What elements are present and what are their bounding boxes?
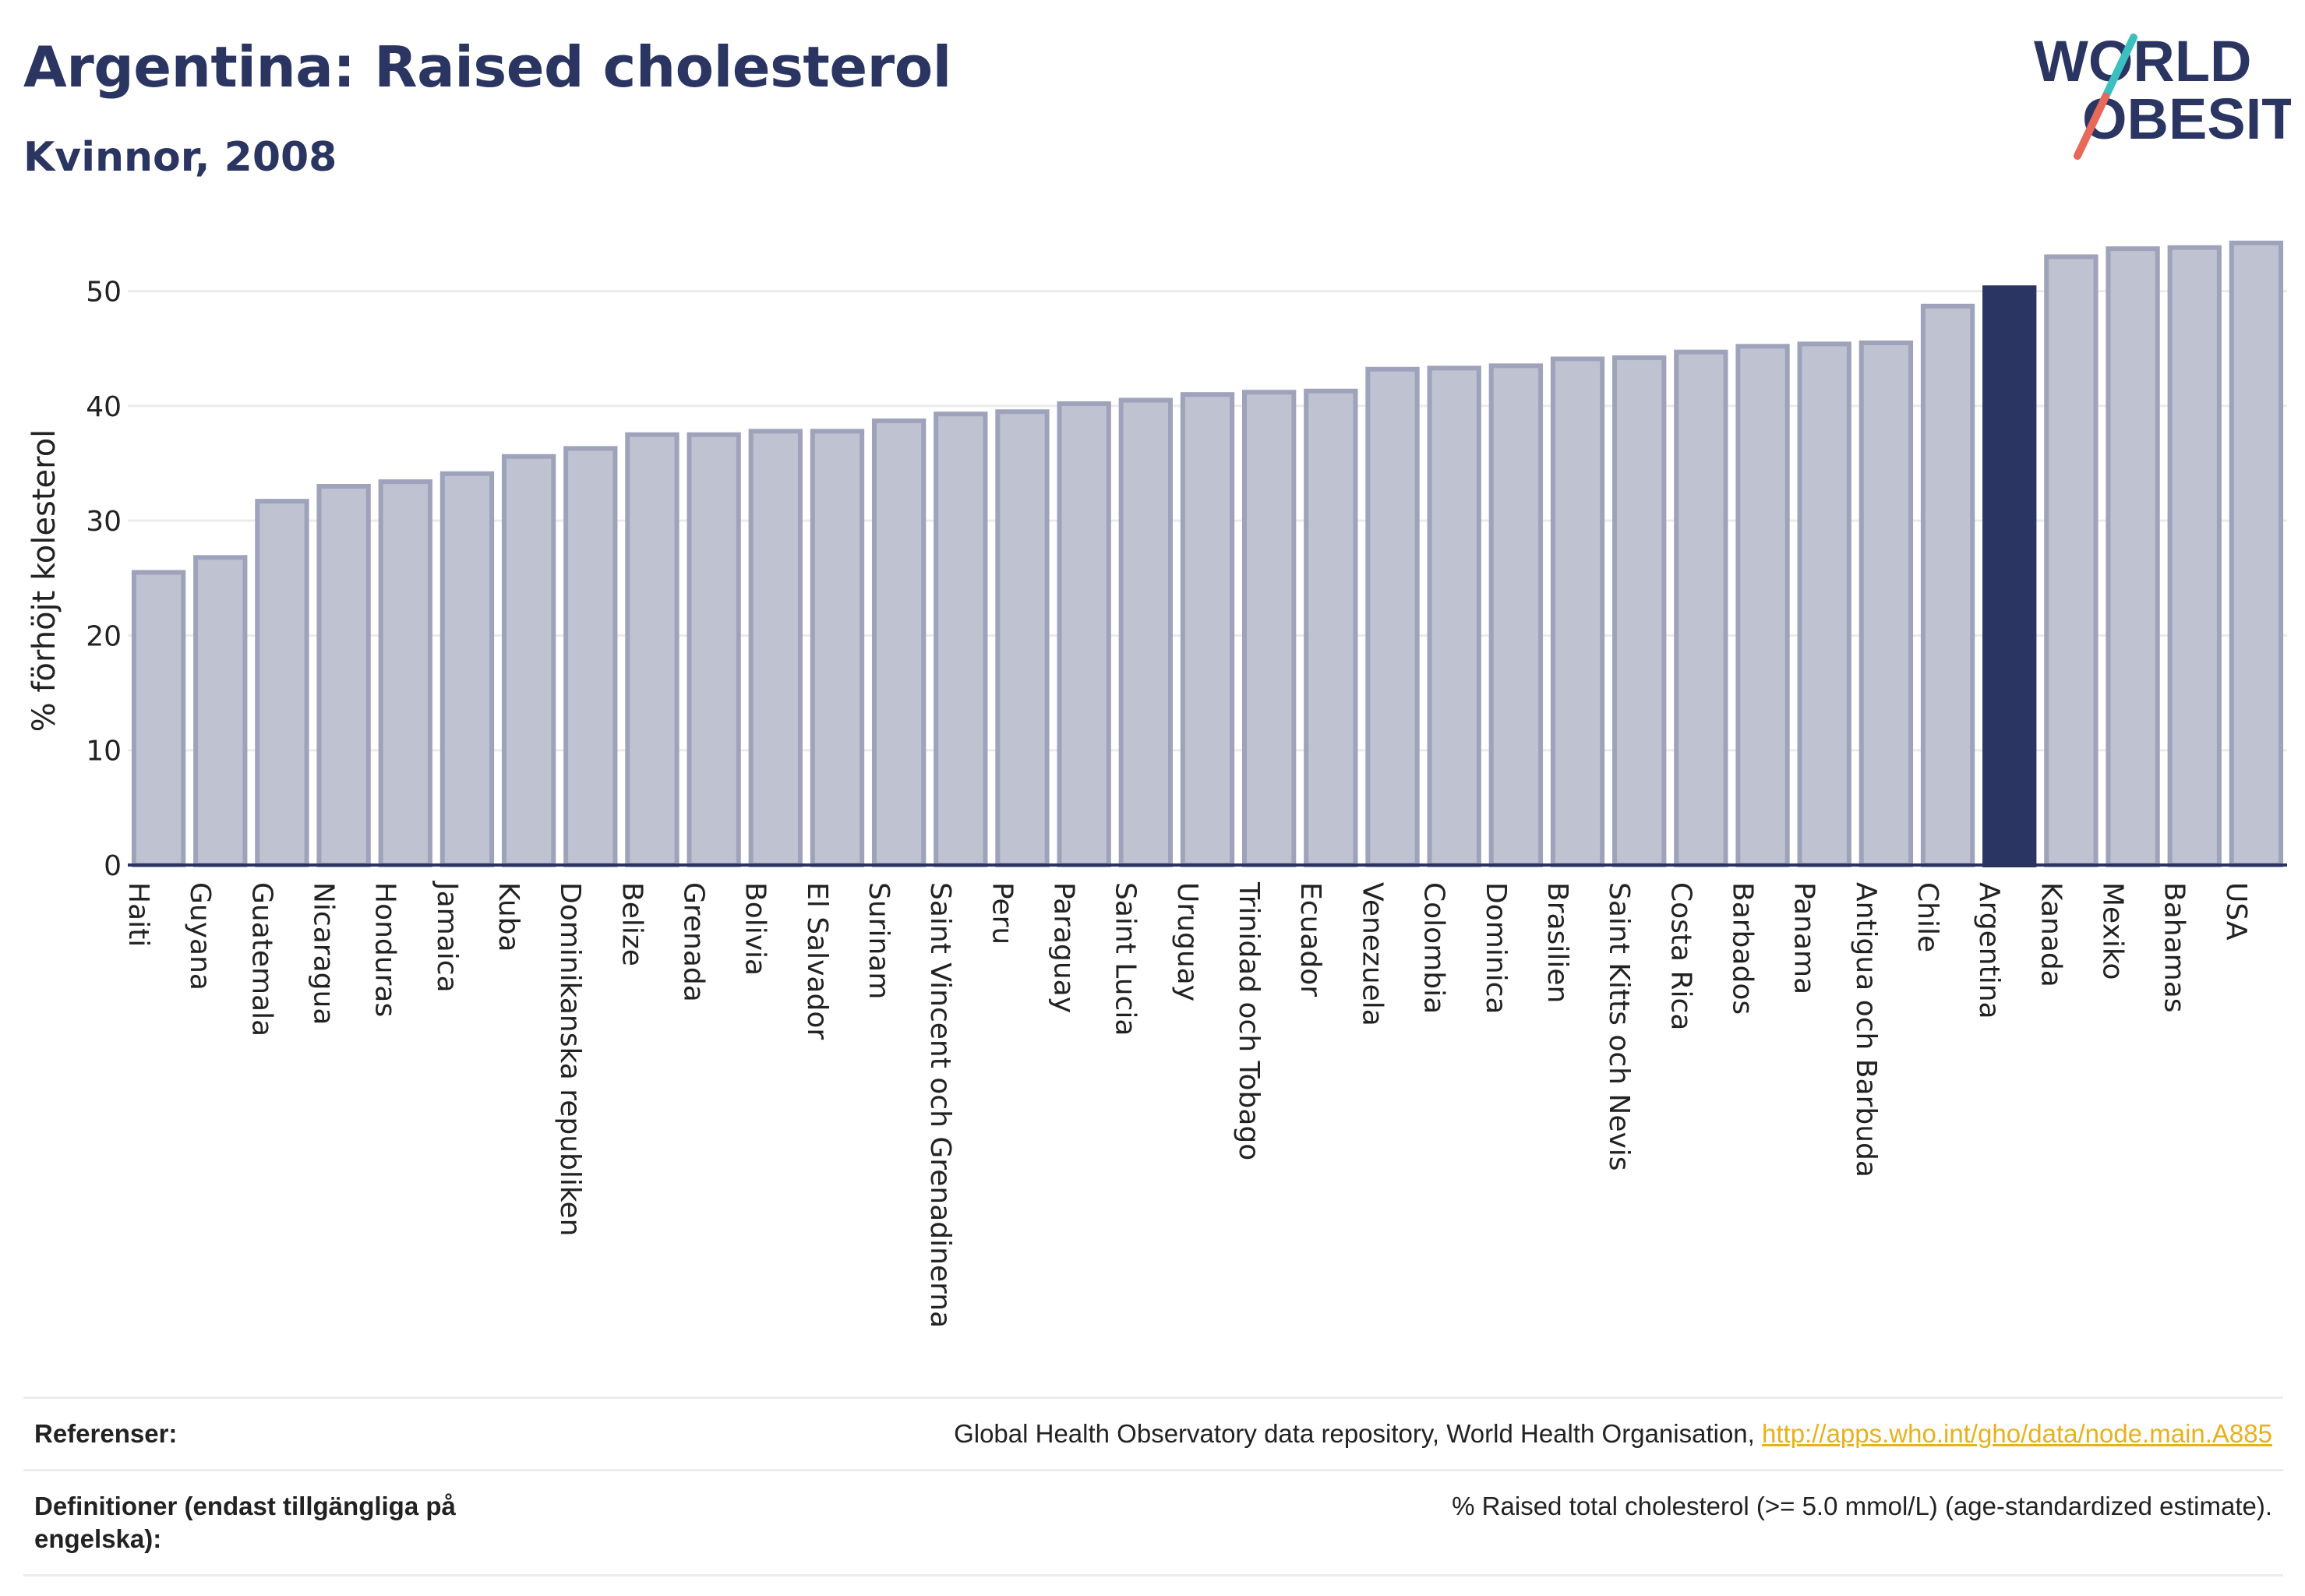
references-value: Global Health Observatory data repositor… <box>954 1418 2272 1450</box>
x-tick-label: Uruguay <box>1171 882 1203 1001</box>
y-tick-label: 40 <box>86 391 122 423</box>
x-tick-label: El Salvador <box>801 882 833 1040</box>
bar-brasilien <box>1550 356 1605 867</box>
x-tick-label: Saint Vincent och Grenadinerna <box>924 882 956 1328</box>
x-axis-ticks: Haiti Guyana Guatemala Nicaragua Honduras Jam… <box>122 881 2252 1328</box>
bar-peru <box>995 409 1050 867</box>
bar-bahamas <box>2167 245 2222 867</box>
page-title: Argentina: Raised cholesterol <box>23 34 951 100</box>
bar-saint-kitts-och-nevis <box>1612 355 1667 867</box>
x-tick-label: Peru <box>986 882 1018 945</box>
bar-chart: 0 10 20 30 40 50 Haiti Guyana Guatemala Nicaragu… <box>26 240 2287 1328</box>
bar-el-salvador <box>810 429 865 867</box>
bar-venezuela <box>1365 366 1420 868</box>
bar-dominica <box>1488 363 1544 867</box>
bar-nicaragua <box>316 484 371 867</box>
x-tick-label: Barbados <box>1726 882 1758 1015</box>
bar-usa <box>2229 240 2284 868</box>
references-link[interactable]: http://apps.who.int/gho/data/node.main.A… <box>1762 1419 2272 1448</box>
x-tick-label: Haiti <box>122 882 154 947</box>
definitions-label: Definitioner (endast tillgängliga på eng… <box>34 1492 456 1553</box>
bar-guyana <box>193 555 248 867</box>
bar-paraguay <box>1057 401 1111 867</box>
page-subtitle: Kvinnor, 2008 <box>23 134 337 181</box>
definitions-row: Definitioner (endast tillgängliga på eng… <box>23 1469 2283 1577</box>
x-tick-label: Dominica <box>1480 882 1512 1015</box>
bar-panama <box>1797 341 1851 867</box>
x-tick-label: Grenada <box>678 882 710 1002</box>
definitions-value: % Raised total cholesterol (>= 5.0 mmol/… <box>1452 1492 2272 1520</box>
bar-bolivia <box>748 429 803 867</box>
bar-barbados <box>1735 344 1790 867</box>
bar-antigua-och-barbuda <box>1858 340 1914 867</box>
logo-line-2: OBESITY <box>2082 87 2291 151</box>
logo-slash-coral <box>2074 93 2109 160</box>
logo-line-1: WORLD <box>2034 29 2252 94</box>
x-tick-label: Brasilien <box>1541 882 1573 1003</box>
y-tick-label: 50 <box>86 277 122 309</box>
x-tick-label: Saint Kitts och Nevis <box>1603 882 1635 1171</box>
references-label: Referenser: <box>34 1419 178 1448</box>
x-tick-label: Guatemala <box>245 882 277 1036</box>
references-row: Referenser: Global Health Observatory da… <box>23 1396 2283 1469</box>
x-tick-label: USA <box>2220 882 2252 941</box>
bar-costa-rica <box>1674 349 1728 867</box>
references-table: Referenser: Global Health Observatory da… <box>23 1396 2283 1577</box>
x-tick-label: Bolivia <box>740 882 771 976</box>
x-tick-label: Honduras <box>369 882 401 1017</box>
bar-chile <box>1920 303 1975 868</box>
x-tick-label: Kuba <box>492 882 524 952</box>
y-tick-label: 10 <box>86 736 122 768</box>
bar-saint-lucia <box>1118 397 1173 867</box>
bar-mexiko <box>2106 246 2160 867</box>
x-tick-label: Surinam <box>863 882 895 999</box>
x-tick-label: Paraguay <box>1048 882 1080 1013</box>
bar-argentina <box>1982 285 2037 867</box>
bar-kuba <box>501 454 556 867</box>
bar-uruguay <box>1180 392 1235 867</box>
x-tick-label: Guyana <box>184 882 216 990</box>
y-axis-ticks: 0 10 20 30 40 50 <box>86 277 122 882</box>
y-axis-label: % förhöjt kolesterol <box>26 429 62 733</box>
bar-surinam <box>871 418 927 867</box>
x-tick-label: Antigua och Barbuda <box>1850 882 1882 1178</box>
logo-slash-teal <box>2102 34 2137 101</box>
x-tick-label: Chile <box>1911 882 1943 952</box>
bar-grenada <box>687 432 741 867</box>
x-tick-label: Argentina <box>1973 882 2005 1019</box>
bar-saint-vincent-och-grenadinerna <box>934 411 988 867</box>
bars <box>131 240 2284 868</box>
bar-kanada <box>2044 254 2099 868</box>
bar-haiti <box>131 570 186 867</box>
bar-honduras <box>378 479 432 867</box>
bar-dominikanska-republiken <box>563 446 618 867</box>
references-text: Global Health Observatory data repositor… <box>954 1419 1763 1448</box>
x-tick-label: Mexiko <box>2096 882 2128 980</box>
bar-jamaica <box>439 471 495 867</box>
bar-ecuador <box>1304 388 1358 868</box>
bar-trinidad-och-tobago <box>1242 390 1297 867</box>
x-tick-label: Bahamas <box>2159 882 2190 1013</box>
y-tick-label: 0 <box>104 850 122 882</box>
x-tick-label: Belize <box>616 882 648 966</box>
bar-belize <box>625 432 679 867</box>
x-tick-label: Nicaragua <box>308 882 340 1025</box>
world-obesity-logo: WORLD OBESITY <box>2034 29 2291 160</box>
x-tick-label: Venezuela <box>1356 882 1388 1026</box>
x-tick-label: Trinidad och Tobago <box>1233 881 1265 1160</box>
y-tick-label: 20 <box>86 620 122 652</box>
x-tick-label: Colombia <box>1418 882 1450 1014</box>
x-tick-label: Ecuador <box>1294 882 1326 997</box>
x-tick-label: Saint Lucia <box>1110 882 1142 1036</box>
y-tick-label: 30 <box>86 506 122 538</box>
bar-guatemala <box>255 499 309 867</box>
x-tick-label: Panama <box>1788 882 1820 994</box>
x-tick-label: Kanada <box>2035 882 2067 987</box>
x-tick-label: Dominikanska republiken <box>554 882 586 1236</box>
x-tick-label: Jamaica <box>431 881 463 993</box>
x-tick-label: Costa Rica <box>1664 882 1696 1030</box>
bar-colombia <box>1427 365 1481 867</box>
